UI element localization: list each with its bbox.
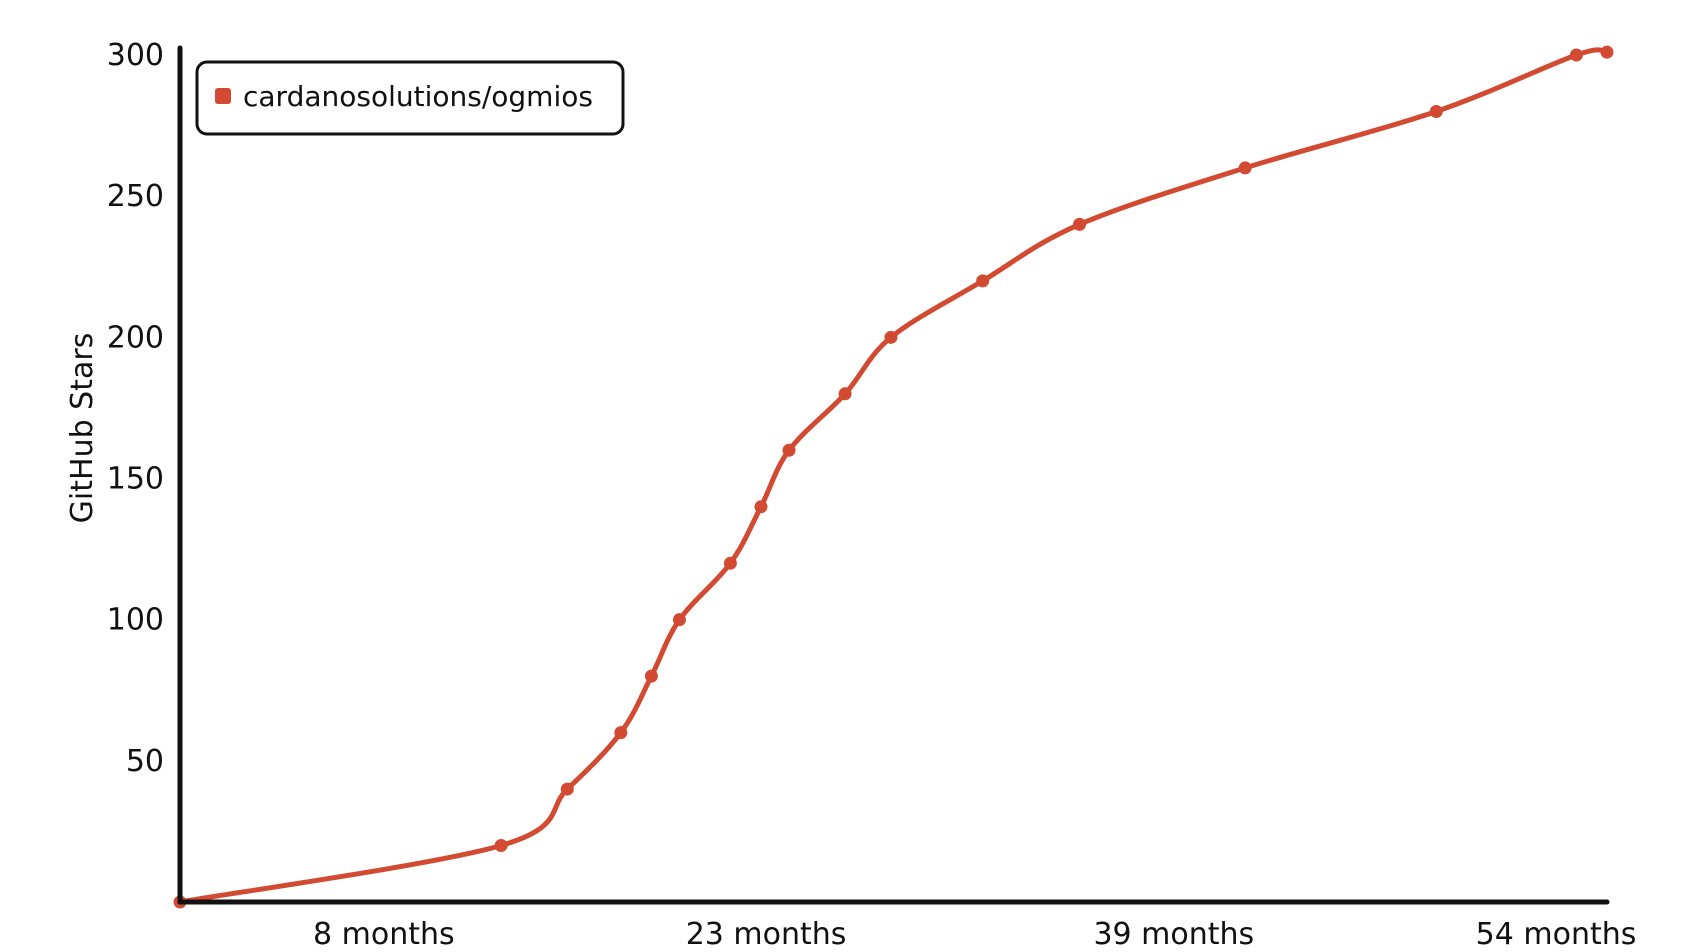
data-point (1238, 161, 1252, 175)
data-point (614, 726, 628, 740)
y-tick-label: 50 (126, 744, 164, 779)
legend-box (195, 60, 625, 136)
data-point (884, 330, 898, 344)
data-point (976, 274, 990, 288)
y-tick-label: 300 (107, 38, 164, 73)
legend-swatch (215, 88, 231, 104)
x-tick-label: 54 months (1476, 917, 1637, 952)
data-point (644, 669, 658, 683)
data-point (1073, 217, 1087, 231)
y-tick-label: 250 (107, 179, 164, 214)
data-point (672, 613, 686, 627)
data-point (1600, 45, 1614, 59)
data-point (723, 556, 737, 570)
legend-label: cardanosolutions/ogmios (243, 80, 593, 113)
legend: cardanosolutions/ogmios (195, 60, 625, 136)
data-point (782, 443, 796, 457)
data-point (560, 782, 574, 796)
x-tick-label: 39 months (1093, 917, 1254, 952)
y-tick-label: 200 (107, 320, 164, 355)
series-layer (173, 45, 1614, 909)
y-axis-label: GitHub Stars (65, 333, 100, 524)
data-point (1429, 104, 1443, 118)
y-axis-ticks: 50 100 150 200 250 300 (107, 38, 164, 779)
x-axis-ticks: 8 months 23 months 39 months 54 months (313, 917, 1636, 952)
x-tick-label: 23 months (686, 917, 847, 952)
x-tick-label: 8 months (313, 917, 455, 952)
y-tick-label: 100 (107, 603, 164, 638)
data-point (1569, 48, 1583, 62)
data-point (494, 839, 508, 853)
data-point (838, 387, 852, 401)
data-point (754, 500, 768, 514)
y-tick-label: 150 (107, 462, 164, 497)
series-line (177, 47, 1610, 905)
